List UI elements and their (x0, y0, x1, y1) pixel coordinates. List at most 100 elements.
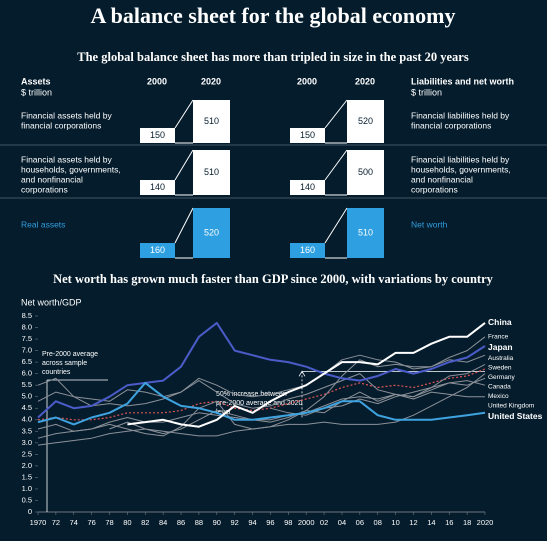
value-2000: 150 (300, 130, 315, 140)
value-2020: 510 (204, 116, 219, 126)
x-tick-label: 90 (213, 518, 221, 527)
y-tick-label: 6.0 (22, 369, 32, 378)
connector (324, 149, 348, 181)
value-box (290, 128, 325, 143)
connector (174, 149, 194, 181)
series-label: Mexico (488, 393, 509, 400)
y-tick-label: 5.5 (22, 380, 32, 389)
row-label: Financial assets held by (21, 154, 112, 164)
x-tick-label: 72 (52, 518, 60, 527)
x-tick-label: 12 (409, 518, 417, 527)
assets-unit: $ trillion (21, 87, 52, 97)
series-label: United States (488, 411, 543, 421)
value-box (140, 128, 175, 143)
row-label: Net worth (411, 219, 448, 229)
value-box (347, 100, 384, 143)
x-tick-label: 2020 (477, 518, 494, 527)
year-header: 2000 (297, 76, 317, 86)
series-label: Australia (488, 355, 514, 362)
x-tick-label: 08 (374, 518, 382, 527)
connector (174, 99, 194, 129)
series-label: Sweden (488, 364, 512, 371)
value-box (140, 180, 175, 195)
x-tick-label: 1970 (30, 518, 47, 527)
value-2000: 140 (300, 182, 315, 192)
row-label: Real assets (21, 219, 65, 229)
chart-title: Net worth has grown much faster than GDP… (53, 272, 494, 286)
assets-title: Assets (21, 76, 51, 86)
y-tick-label: 4.5 (22, 403, 32, 412)
x-tick-label: 96 (266, 518, 274, 527)
series-label: France (488, 333, 509, 340)
value-2000: 160 (300, 245, 315, 255)
row-label: corporations (411, 184, 458, 194)
y-tick-label: 4.0 (22, 415, 32, 424)
x-tick-label: 98 (284, 518, 292, 527)
annotation-bg (40, 346, 112, 376)
y-tick-label: 8.0 (22, 323, 32, 332)
row-label: and nonfinancial (21, 174, 83, 184)
x-tick-label: 86 (177, 518, 185, 527)
series-label: Germany (488, 374, 515, 381)
series-line (37, 377, 486, 432)
x-tick-label: 74 (70, 518, 78, 527)
y-axis-label: Net worth/GDP (21, 297, 82, 307)
value-2000: 160 (150, 245, 165, 255)
value-2020: 520 (358, 116, 373, 126)
annotations: Pre-2000 average across sample countries50… (40, 346, 485, 512)
title: A balance sheet for the global economy (90, 3, 455, 28)
y-tick-label: 2.0 (22, 461, 32, 470)
x-tick-label: 78 (105, 518, 113, 527)
x-tick-label: 84 (159, 518, 167, 527)
row-label: corporations (21, 184, 68, 194)
liabilities-unit: $ trillion (411, 87, 442, 97)
connector (174, 207, 194, 244)
x-tick-label: 06 (356, 518, 364, 527)
series-line (37, 368, 486, 421)
year-header: 2020 (201, 76, 221, 86)
y-tick-label: 8.5 (22, 311, 32, 320)
connector (324, 99, 348, 129)
connector (324, 207, 348, 244)
y-tick-label: 0 (28, 507, 32, 516)
value-box (193, 100, 230, 143)
liabilities-title: Liabilities and net worth (411, 76, 514, 86)
x-tick-label: 10 (391, 518, 399, 527)
series-label: Japan (488, 342, 513, 352)
x-tick-label: 2000 (298, 518, 315, 527)
y-tick-label: 2.5 (22, 449, 32, 458)
year-header: 2020 (355, 76, 375, 86)
x-tick-label: 88 (195, 518, 203, 527)
y-tick-label: 7.0 (22, 346, 32, 355)
x-tick-label: 94 (248, 518, 256, 527)
x-tick-label: 02 (320, 518, 328, 527)
series-line (37, 354, 486, 402)
value-box (193, 150, 230, 195)
value-2020: 520 (204, 227, 219, 237)
y-tick-label: 7.5 (22, 334, 32, 343)
row-label: and nonfinancial (411, 174, 473, 184)
y-tick-label: 1.0 (22, 484, 32, 493)
y-tick-label: 0.5 (22, 495, 32, 504)
x-tick-label: 92 (231, 518, 239, 527)
series-line (37, 381, 486, 426)
value-box (290, 243, 325, 258)
row-label: households, governments, (21, 164, 121, 174)
series-label: Canada (488, 383, 511, 390)
row-label: households, governments, (411, 164, 511, 174)
series-label: China (488, 317, 512, 327)
value-box (290, 180, 325, 195)
subtitle: The global balance sheet has more than t… (77, 50, 469, 64)
series-line (37, 321, 486, 419)
value-2020: 510 (204, 167, 219, 177)
annotation-arrow (298, 370, 306, 377)
y-tick-label: 5.0 (22, 392, 32, 401)
value-box (193, 208, 230, 258)
row-label: financial corporations (411, 120, 491, 130)
annotation: Pre-2000 average across sample countries (42, 351, 98, 376)
y-tick-label: 1.5 (22, 472, 32, 481)
y-tick-label: 3.0 (22, 438, 32, 447)
row-label: Financial assets held by (21, 110, 112, 120)
value-2020: 510 (358, 227, 373, 237)
x-tick-label: 16 (445, 518, 453, 527)
